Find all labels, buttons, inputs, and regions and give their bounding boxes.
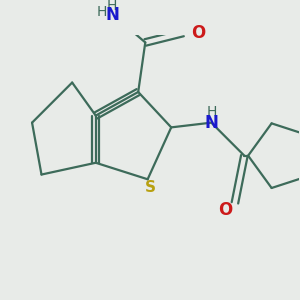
Text: S: S: [145, 180, 155, 195]
Text: H: H: [206, 105, 217, 119]
Text: H: H: [107, 0, 117, 13]
Text: N: N: [105, 6, 119, 24]
Text: H: H: [97, 5, 107, 19]
Text: O: O: [191, 24, 205, 42]
Text: N: N: [204, 114, 218, 132]
Text: O: O: [218, 201, 233, 219]
